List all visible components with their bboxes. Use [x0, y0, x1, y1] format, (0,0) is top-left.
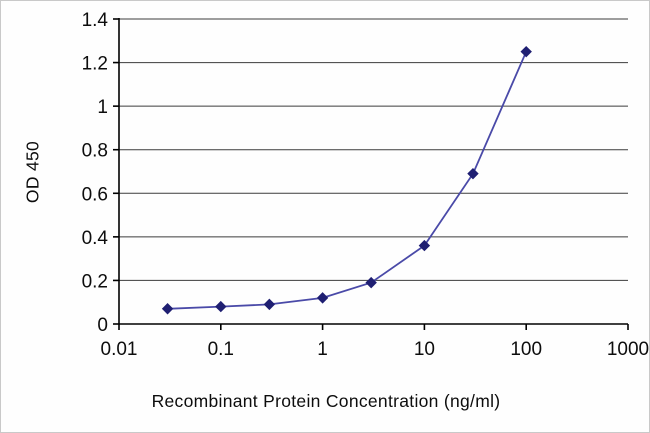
y-tick-label: 1.2 [82, 54, 108, 75]
y-tick-label: 0.8 [82, 141, 108, 162]
series-line [167, 51, 528, 310]
data-point-marker [215, 300, 227, 313]
y-tick-label: 1 [97, 97, 108, 118]
y-tick-label: 0.2 [82, 271, 108, 292]
data-point-marker [316, 292, 329, 304]
data-point-marker [418, 239, 431, 252]
data-point-marker [161, 303, 174, 315]
x-tick-label: 0.01 [101, 339, 138, 360]
x-axis-title: Recombinant Protein Concentration (ng/ml… [151, 391, 501, 411]
y-tick-label: 0.4 [82, 228, 109, 249]
data-point-marker [520, 45, 532, 58]
data-point-marker [263, 298, 276, 311]
x-tick-label: 1000 [607, 339, 649, 360]
data-point-marker [365, 276, 377, 289]
x-tick-label: 0.1 [208, 339, 234, 360]
data-point-marker [467, 167, 479, 180]
y-tick-label: 0 [97, 315, 108, 336]
x-tick-label: 100 [510, 339, 542, 360]
y-tick-label: 0.6 [82, 184, 108, 205]
x-tick-label: 10 [414, 339, 435, 360]
x-tick-label: 1 [317, 339, 328, 360]
y-tick-label: 1.4 [82, 10, 109, 31]
y-axis-title: OD 450 [22, 140, 43, 204]
